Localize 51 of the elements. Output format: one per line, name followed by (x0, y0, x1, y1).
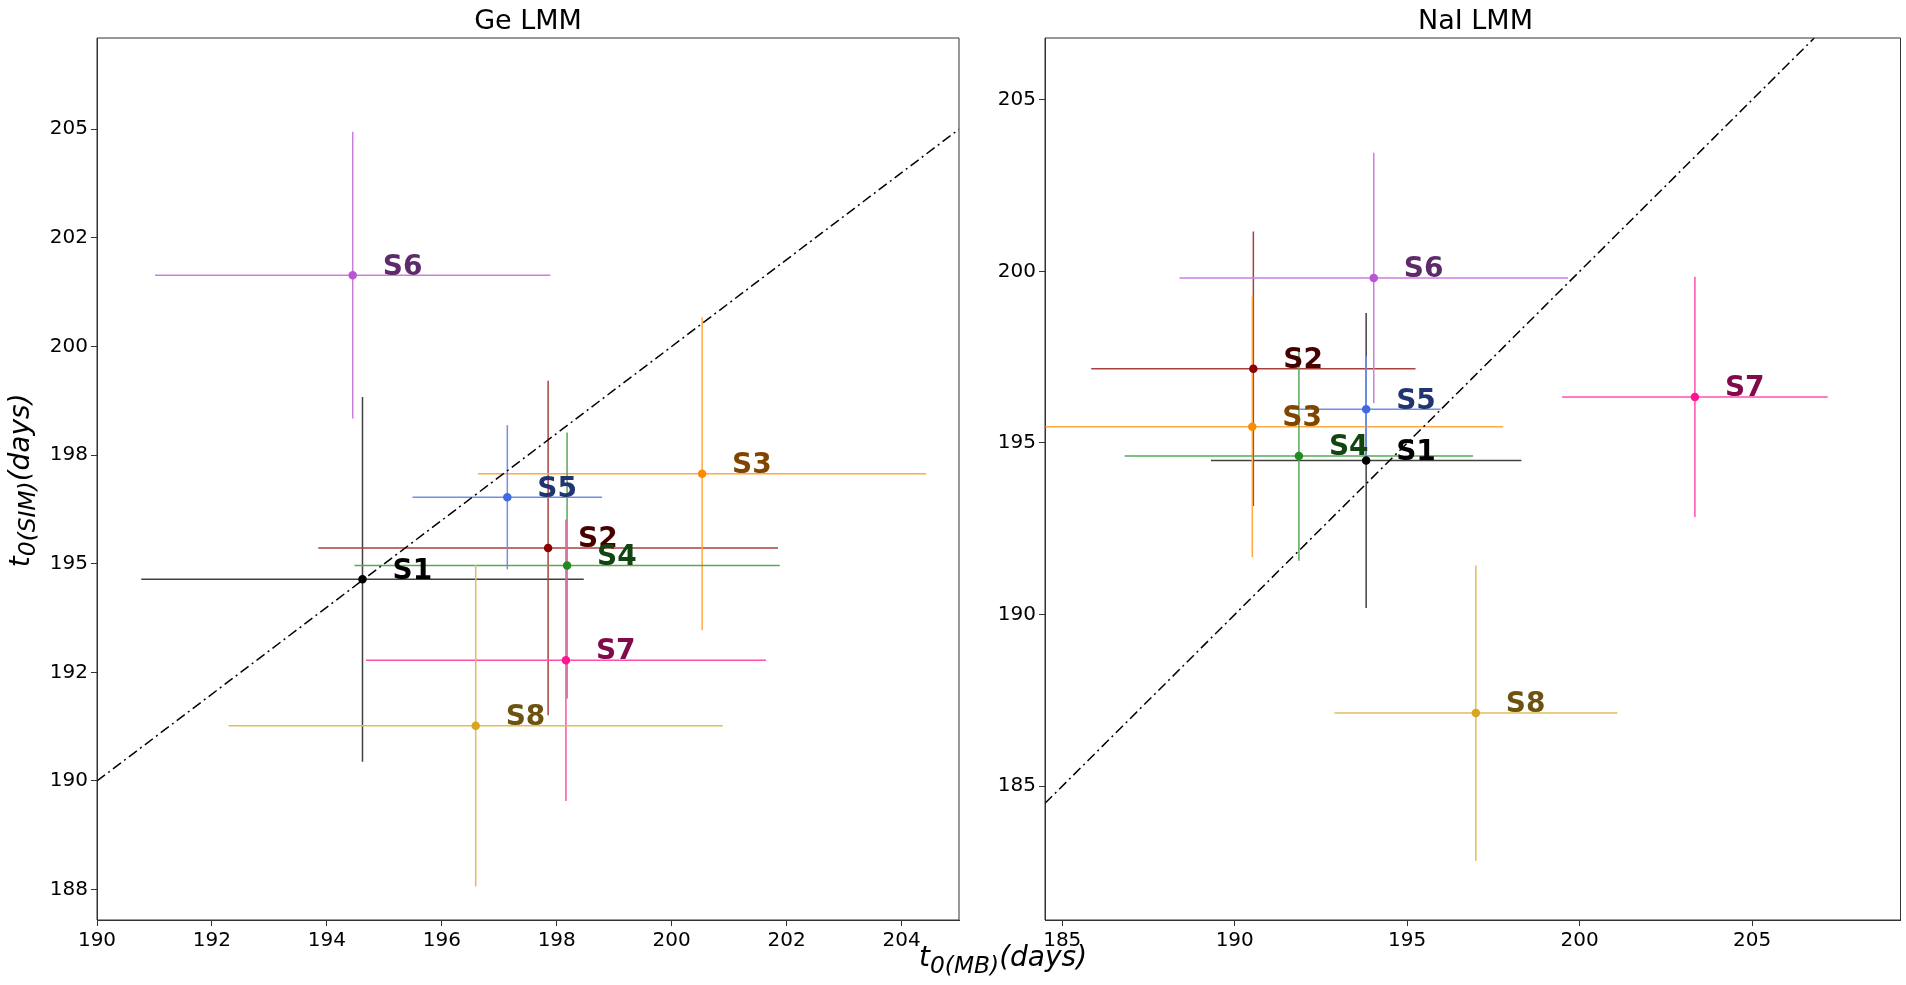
point (1361, 405, 1371, 414)
y-tick-label: 200 (49, 332, 88, 357)
y-tick-label: 205 (997, 85, 1036, 110)
point (1369, 273, 1378, 283)
point (471, 721, 480, 731)
series-label: S7 (595, 633, 636, 667)
series-label: S5 (1396, 382, 1436, 416)
point (358, 575, 367, 584)
x-tick-label: 198 (537, 927, 576, 952)
point (562, 561, 572, 570)
point (348, 270, 357, 280)
x-tick-label: 202 (767, 927, 806, 952)
point (697, 469, 707, 479)
y-tick-label: 195 (997, 429, 1036, 454)
y-tick-label: 198 (49, 441, 88, 466)
point (1471, 708, 1481, 718)
x-tick-label: 190 (77, 927, 117, 952)
chart-title: NaI LMM (1417, 4, 1534, 35)
x-tick-label: 192 (192, 927, 232, 952)
y-tick-label: 205 (49, 115, 88, 140)
point (503, 493, 512, 502)
point (1294, 451, 1304, 461)
point (1248, 422, 1257, 432)
x-tick-label: 200 (1560, 927, 1599, 952)
y-tick-label: 200 (997, 257, 1036, 282)
x-tick-label: 195 (1388, 927, 1427, 952)
series-label: S6 (382, 248, 423, 282)
point (543, 543, 553, 553)
x-tick-label: 196 (422, 927, 461, 952)
point (1690, 392, 1700, 402)
y-tick-label: 202 (49, 224, 88, 249)
y-tick-label: 190 (997, 600, 1036, 625)
series-label: S1 (1396, 433, 1436, 467)
y-tick-label: 192 (49, 658, 88, 683)
x-tick-label: 190 (1215, 927, 1254, 952)
x-tick-label: 204 (882, 927, 921, 952)
series-label: S3 (732, 447, 772, 481)
point (1249, 364, 1258, 374)
y-tick-label: 190 (49, 767, 88, 792)
y-tick-label: 195 (49, 549, 88, 574)
x-tick-label: 205 (1733, 927, 1772, 952)
series-label: S7 (1724, 370, 1765, 404)
point (561, 655, 571, 665)
x-tick-label: 194 (307, 927, 346, 952)
chart-title: Ge LMM (473, 4, 583, 35)
series-label: S8 (505, 699, 546, 733)
series-label: S8 (1505, 686, 1546, 720)
x-tick-label: 200 (652, 927, 691, 952)
y-tick-label: 188 (49, 875, 88, 900)
series-label: S6 (1403, 251, 1444, 285)
y-tick-label: 185 (997, 772, 1036, 797)
